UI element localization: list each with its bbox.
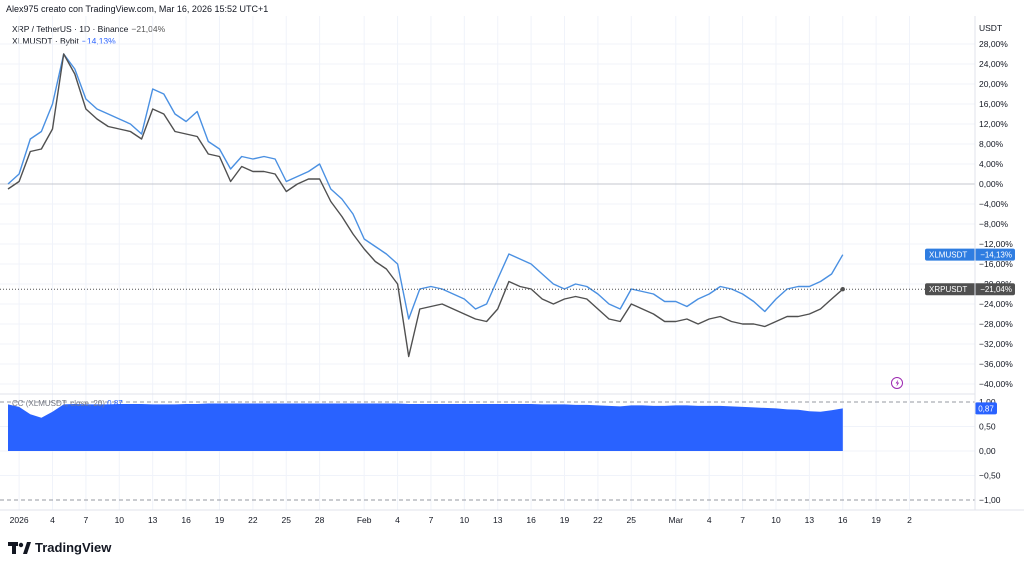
x-tick-label: 13	[805, 515, 815, 525]
x-tick-label: 22	[593, 515, 603, 525]
x-tick-label: 10	[115, 515, 125, 525]
x-tick-label: 22	[248, 515, 258, 525]
y-tick-label: −28,00%	[979, 319, 1013, 329]
x-tick-label: 19	[871, 515, 881, 525]
x-tick-label: 16	[838, 515, 848, 525]
y-tick-label: −16,00%	[979, 259, 1013, 269]
cc-area[interactable]	[8, 403, 843, 452]
indicator-pane	[8, 403, 843, 452]
y-tick-label: −36,00%	[979, 359, 1013, 369]
indicator-label-text: CC (XLMUSDT, close, 20)	[12, 399, 105, 408]
indicator-value-tag-text: 0,87	[978, 404, 994, 413]
price-tags: XLMUSDT −14,13% XRPUSDT −21,04% 0,87	[925, 248, 1015, 415]
y-tick-label: 20,00%	[979, 79, 1008, 89]
series-line-xrpusdt[interactable]	[7, 53, 844, 358]
alert-icon[interactable]	[891, 377, 903, 389]
x-tick-label: 2026	[10, 515, 29, 525]
xlm-price-tag[interactable]: XLMUSDT −14,13%	[925, 248, 1015, 261]
x-tick-label: 13	[493, 515, 503, 525]
x-tick-label: 16	[526, 515, 536, 525]
price-tag-value: −21,04%	[980, 285, 1012, 294]
x-tick-label: 2	[907, 515, 912, 525]
y-tick-label: −4,00%	[979, 199, 1009, 209]
x-tick-label: 7	[740, 515, 745, 525]
y-tick-label: 28,00%	[979, 39, 1008, 49]
xrp-last-point	[840, 287, 845, 292]
x-tick-label: 28	[315, 515, 325, 525]
tradingview-logo-text: TradingView	[35, 540, 112, 555]
price-tag-name: XRPUSDT	[929, 285, 967, 294]
x-tick-label: 7	[429, 515, 434, 525]
tradingview-logo[interactable]: TradingView	[8, 540, 111, 555]
y-tick-label: −32,00%	[979, 339, 1013, 349]
y-tick-label: −40,00%	[979, 379, 1013, 389]
x-tick-label: 10	[460, 515, 470, 525]
legend-item-xlm[interactable]: XLMUSDT · Bybit −14,13%	[12, 35, 165, 47]
legend: XRP / TetherUS · 1D · Binance −21,04% XLM…	[12, 23, 165, 47]
x-tick-label: 13	[148, 515, 158, 525]
x-tick-label: 25	[627, 515, 637, 525]
price-pane	[0, 53, 975, 358]
y-tick-label: −24,00%	[979, 299, 1013, 309]
price-tag-name: XLMUSDT	[929, 251, 967, 260]
y-tick-label: 24,00%	[979, 59, 1008, 69]
legend-item-xrp[interactable]: XRP / TetherUS · 1D · Binance −21,04%	[12, 23, 165, 35]
tradingview-logo-icon	[8, 541, 31, 554]
x-tick-label: 16	[181, 515, 191, 525]
legend-symbol: XLMUSDT · Bybit	[12, 36, 79, 46]
indicator-tick-label: 1,00	[979, 397, 996, 407]
legend-value: −14,13%	[81, 36, 116, 46]
x-tick-label: Mar	[668, 515, 683, 525]
y-tick-label: 16,00%	[979, 99, 1008, 109]
indicator-tick-label: −0,50	[979, 471, 1001, 481]
x-tick-label: 25	[282, 515, 292, 525]
x-tick-label: 4	[395, 515, 400, 525]
series-line-xlmusdt[interactable]	[7, 53, 844, 320]
xrp-price-tag[interactable]: XRPUSDT −21,04%	[925, 283, 1015, 296]
indicator-value: 0,87	[107, 399, 123, 408]
x-tick-label: 7	[84, 515, 89, 525]
y-tick-label: −8,00%	[979, 219, 1009, 229]
x-tick-label: 10	[771, 515, 781, 525]
legend-value: −21,04%	[131, 24, 166, 34]
legend-symbol: XRP / TetherUS · 1D · Binance	[12, 24, 129, 34]
chart-caption: Alex975 creato con TradingView.com, Mar …	[6, 4, 269, 14]
price-tag-value: −14,13%	[980, 251, 1012, 260]
x-tick-label: Feb	[357, 515, 372, 525]
x-tick-label: 4	[50, 515, 55, 525]
indicator-value-tag: 0,87	[975, 402, 997, 415]
y-tick-label: 8,00%	[979, 139, 1004, 149]
indicator-tick-label: −1,00	[979, 495, 1001, 505]
indicator-label: CC (XLMUSDT, close, 20) 0,87	[12, 399, 123, 408]
y-tick-label: 0,00%	[979, 179, 1004, 189]
y-tick-label: 4,00%	[979, 159, 1004, 169]
x-tick-label: 19	[215, 515, 225, 525]
x-tick-label: 4	[707, 515, 712, 525]
indicator-tick-label: 0,00	[979, 446, 996, 456]
indicator-tick-label: 0,50	[979, 422, 996, 432]
y-tick-label: 12,00%	[979, 119, 1008, 129]
x-tick-label: 19	[560, 515, 570, 525]
axis-unit: USDT	[979, 23, 1002, 33]
y-tick-label: −12,00%	[979, 239, 1013, 249]
